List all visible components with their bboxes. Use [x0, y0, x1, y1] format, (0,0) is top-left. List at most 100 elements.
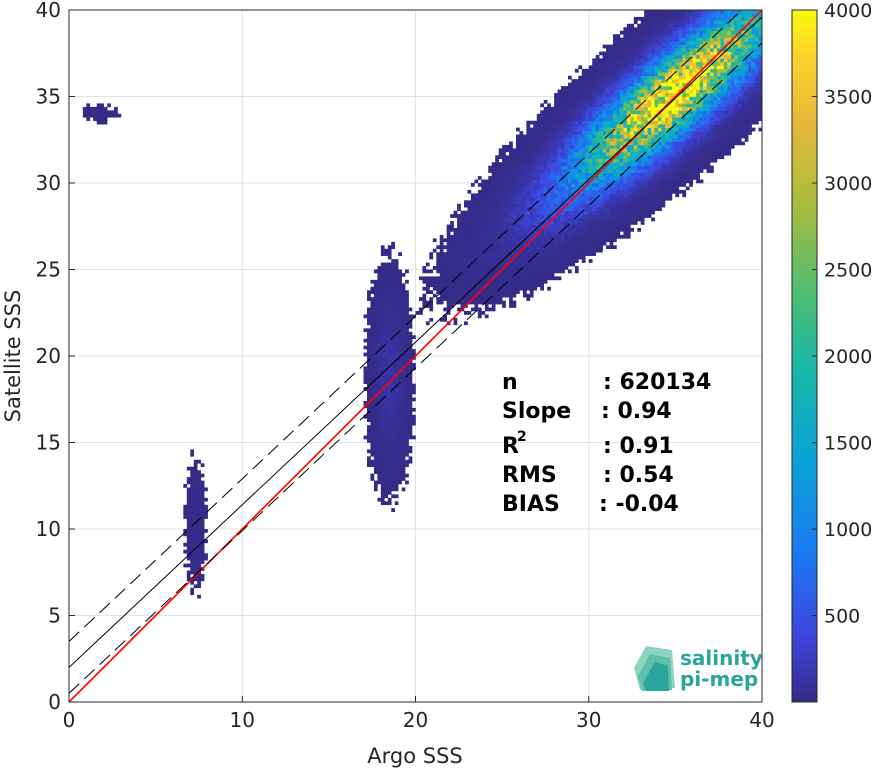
- density-cell: [484, 245, 489, 250]
- density-cell: [200, 508, 205, 512]
- density-cell: [519, 134, 524, 139]
- density-cell: [609, 217, 614, 222]
- density-cell: [526, 169, 531, 173]
- density-cell: [425, 300, 430, 305]
- density-cell: [564, 169, 569, 173]
- density-cell: [678, 141, 683, 146]
- density-cell: [564, 113, 569, 118]
- density-cell: [446, 262, 451, 267]
- density-cell: [592, 165, 596, 170]
- density-cell: [543, 238, 548, 243]
- density-cell: [446, 245, 451, 250]
- density-cell: [481, 234, 486, 239]
- density-cell: [526, 134, 531, 139]
- density-cell: [595, 186, 600, 191]
- density-cell: [561, 234, 565, 239]
- density-cell: [609, 155, 614, 160]
- density-cell: [384, 314, 389, 319]
- density-cell: [439, 269, 444, 274]
- density-cell: [585, 96, 590, 101]
- density-cell: [543, 165, 548, 170]
- density-cell: [616, 86, 621, 90]
- density-cell: [630, 103, 635, 108]
- density-cell: [384, 490, 389, 495]
- density-cell: [668, 148, 673, 153]
- density-cell: [644, 103, 648, 108]
- density-cell: [581, 106, 586, 111]
- density-cell: [678, 151, 683, 156]
- density-cell: [190, 473, 195, 478]
- density-cell: [654, 110, 659, 115]
- density-cell: [606, 210, 610, 215]
- density-cell: [370, 356, 375, 360]
- density-cell: [515, 241, 520, 246]
- density-cell: [512, 189, 517, 194]
- density-cell: [512, 169, 517, 173]
- density-cell: [547, 196, 551, 201]
- density-cell: [703, 34, 707, 38]
- density-cell: [540, 262, 545, 267]
- density-cell: [567, 93, 572, 97]
- density-cell: [623, 68, 628, 73]
- density-cell: [481, 293, 486, 298]
- density-cell: [619, 51, 624, 56]
- density-cell: [380, 380, 385, 384]
- density-cell: [689, 155, 693, 160]
- density-cell: [550, 155, 555, 160]
- density-cell: [533, 127, 538, 132]
- density-cell: [484, 214, 489, 218]
- density-cell: [613, 110, 617, 115]
- density-cell: [616, 221, 621, 225]
- density-cell: [533, 266, 538, 270]
- density-cell: [571, 93, 576, 97]
- density-cell: [592, 141, 596, 146]
- density-cell: [432, 266, 437, 270]
- density-cell: [613, 196, 617, 201]
- density-cell: [567, 82, 572, 87]
- density-cell: [457, 266, 461, 270]
- density-cell: [533, 276, 538, 281]
- density-cell: [554, 221, 558, 225]
- density-cell: [377, 272, 382, 277]
- density-cell: [710, 23, 714, 28]
- density-cell: [391, 407, 396, 412]
- density-cell: [668, 44, 673, 49]
- density-cell: [114, 110, 118, 115]
- density-cell: [193, 477, 198, 481]
- density-cell: [370, 390, 375, 395]
- density-cell: [190, 504, 195, 509]
- density-cell: [519, 231, 524, 236]
- density-cell: [377, 414, 382, 419]
- density-cell: [571, 120, 576, 125]
- density-cell: [588, 138, 593, 142]
- density-cell: [401, 369, 406, 374]
- density-cell: [706, 89, 711, 94]
- density-cell: [484, 255, 489, 260]
- density-cell: [661, 141, 666, 146]
- density-cell: [571, 203, 576, 208]
- density-cell: [186, 529, 191, 533]
- density-cell: [585, 148, 590, 153]
- density-cell: [696, 68, 700, 73]
- density-cell: [547, 162, 551, 166]
- density-cell: [536, 131, 541, 135]
- density-cell: [550, 210, 555, 215]
- density-cell: [664, 110, 669, 115]
- density-cell: [373, 283, 378, 288]
- density-cell: [547, 169, 551, 173]
- density-cell: [567, 131, 572, 135]
- density-cell: [193, 490, 198, 495]
- density-cell: [692, 86, 697, 90]
- density-cell: [689, 16, 693, 21]
- density-cell: [408, 366, 413, 371]
- density-cell: [536, 283, 541, 288]
- density-cell: [467, 252, 472, 256]
- density-cell: [613, 124, 617, 128]
- density-cell: [671, 16, 676, 21]
- density-cell: [190, 515, 195, 519]
- density-cell: [588, 224, 593, 229]
- density-cell: [602, 238, 607, 243]
- density-cell: [602, 200, 607, 205]
- density-cell: [654, 54, 659, 59]
- density-cell: [592, 148, 596, 153]
